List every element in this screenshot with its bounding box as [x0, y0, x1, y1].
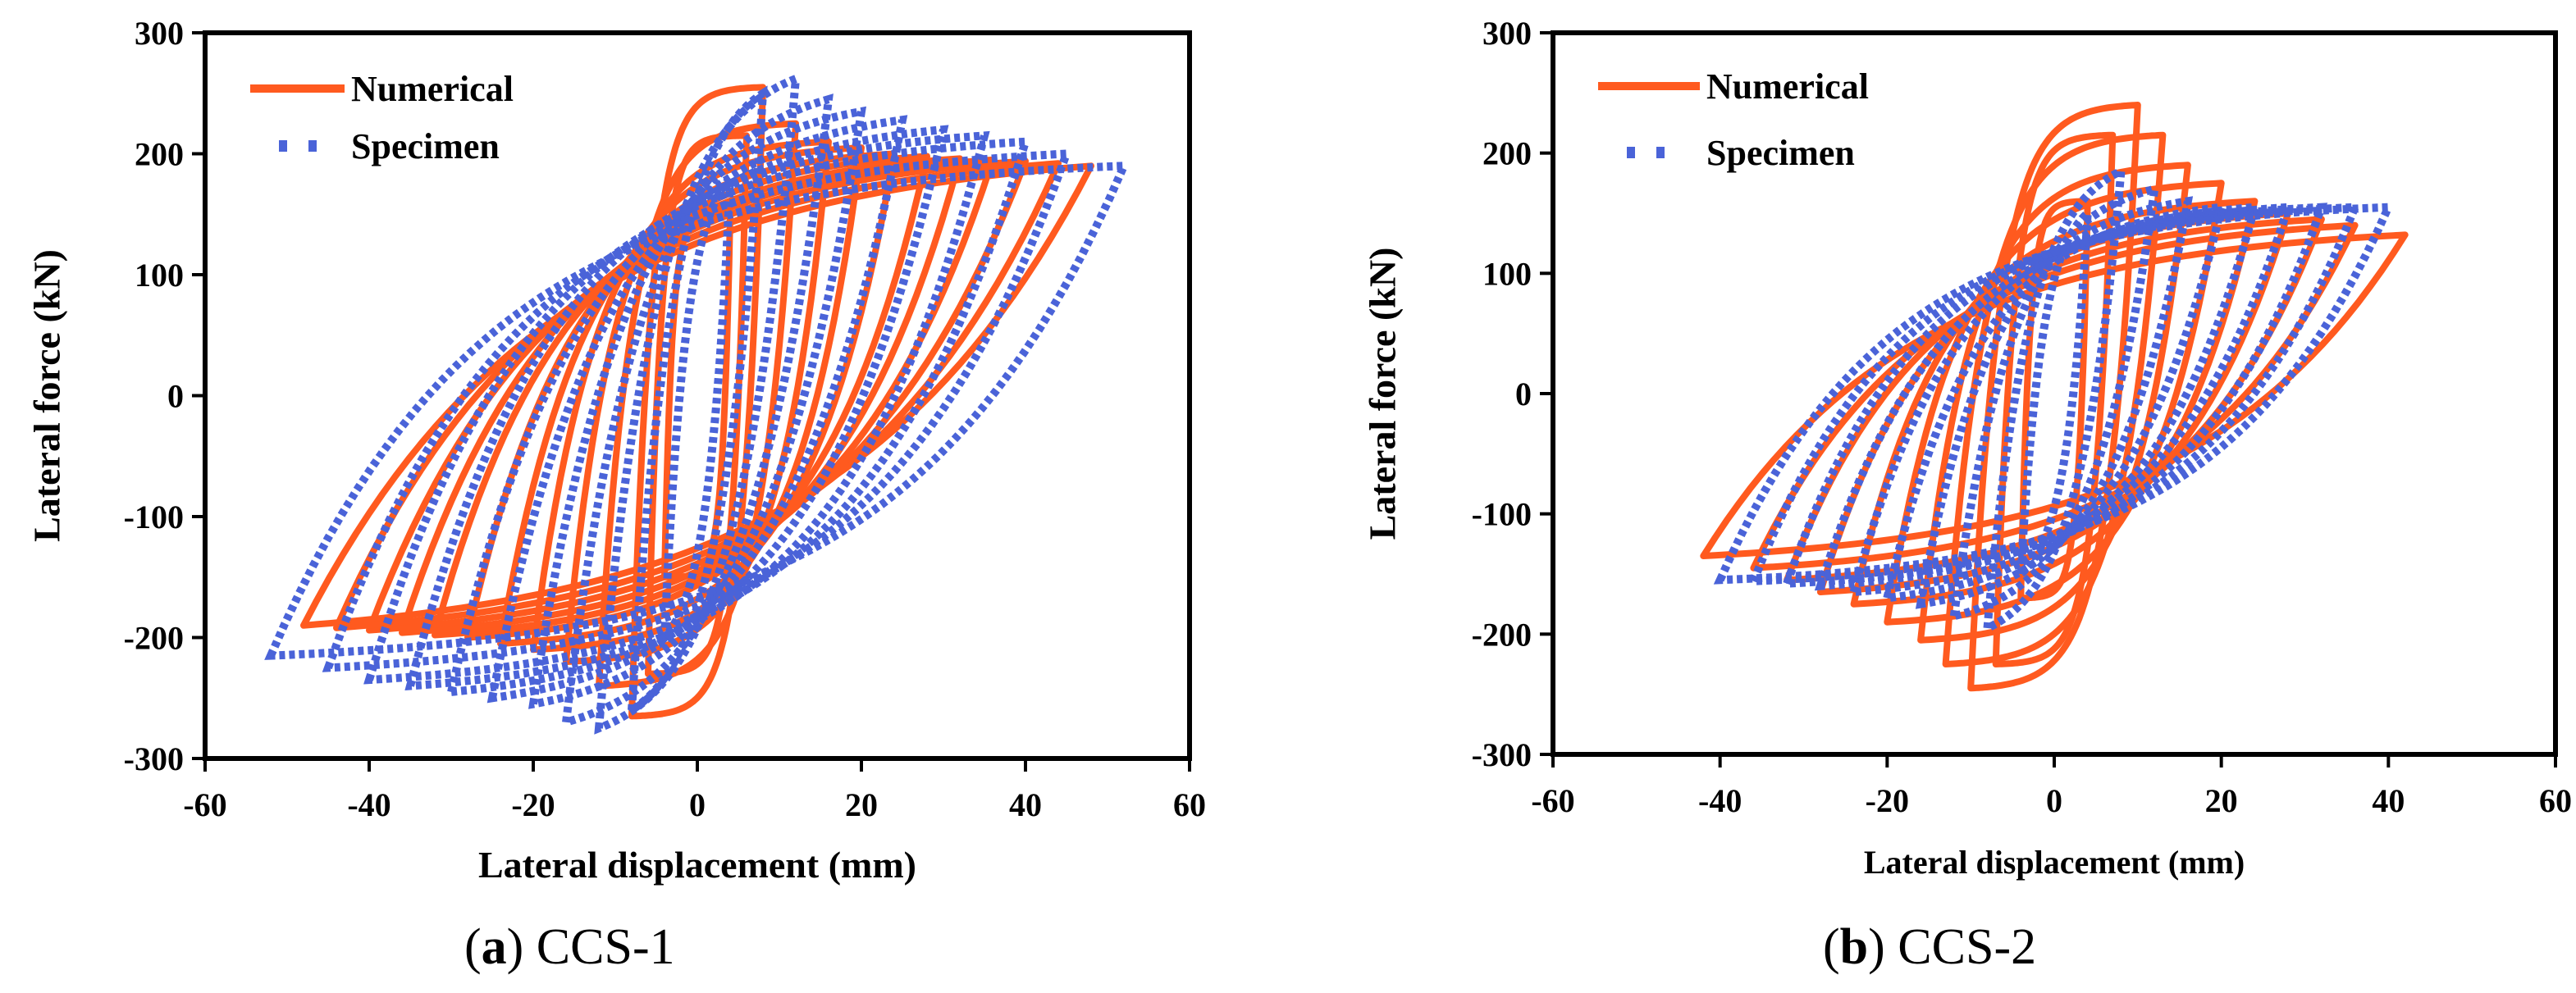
legend-marker-specimen — [1627, 147, 1635, 158]
y-tick-label: -200 — [124, 620, 184, 657]
specimen-loop-11 — [264, 161, 1130, 660]
y-tick-label: 100 — [1482, 255, 1532, 292]
x-tick-label: -40 — [347, 786, 391, 823]
x-tick-label: -40 — [1698, 782, 1742, 819]
x-tick-label: 60 — [2539, 782, 2572, 819]
plot-area — [264, 72, 1130, 735]
legend-label-numerical: Numerical — [351, 69, 514, 109]
specimen-loop-1 — [2016, 203, 2093, 585]
x-axis-title: Lateral displacement (mm) — [478, 844, 916, 886]
hysteresis-chart-ccs-1: -60 -40 -20 0 20 40 60-300-200-1000100200300La… — [26, 15, 1206, 975]
specimen-loop-6 — [1848, 203, 2261, 597]
hysteresis-chart-ccs-2: -60 -40 -20 0 20 40 60-300-200-1000100200300La… — [1362, 15, 2572, 975]
legend-label-specimen: Specimen — [1706, 133, 1855, 173]
y-tick-label: 200 — [1482, 135, 1532, 172]
legend: Numerical Specimen — [1598, 66, 1869, 173]
series-numerical — [1700, 102, 2409, 692]
x-tick-label: 0 — [2046, 782, 2062, 819]
y-tick-label: 300 — [135, 15, 184, 52]
y-tick-label: -300 — [1472, 736, 1532, 773]
legend-marker-specimen — [1656, 147, 1665, 158]
numerical-loop-11 — [1700, 231, 2409, 559]
specimen-loop-3 — [1948, 184, 2160, 622]
specimen-loop-10 — [1713, 203, 2396, 585]
y-tick-label: -100 — [124, 499, 184, 535]
y-tick-label: -100 — [1472, 496, 1532, 533]
specimen-loop-4 — [1915, 196, 2194, 609]
x-tick-label: -20 — [1866, 782, 1909, 819]
panel-caption: (a) CCS-1 — [464, 919, 675, 975]
numerical-loop-3 — [628, 84, 766, 720]
y-tick-label: 300 — [1482, 15, 1532, 52]
x-axis-title: Lateral displacement (mm) — [1864, 844, 2245, 881]
specimen-loop-4 — [561, 93, 834, 728]
x-tick-label: -60 — [1531, 782, 1574, 819]
y-tick-label: 0 — [1515, 376, 1532, 412]
y-axis-title: Lateral force (kN) — [26, 249, 68, 542]
numerical-loop-3 — [1967, 102, 2141, 692]
x-tick-label: 40 — [1009, 786, 1042, 823]
y-axis-title: Lateral force (kN) — [1362, 248, 1404, 540]
x-tick-label: 40 — [2372, 782, 2405, 819]
y-tick-label: -200 — [1472, 616, 1532, 653]
x-tick-label: -60 — [183, 786, 226, 823]
specimen-loop-7 — [445, 125, 949, 697]
y-tick-label: -300 — [124, 740, 184, 777]
legend-label-numerical: Numerical — [1706, 66, 1869, 107]
y-tick-label: 100 — [135, 257, 184, 294]
specimen-loop-1 — [660, 166, 735, 649]
x-tick-label: 20 — [845, 786, 878, 823]
numerical-loop-5 — [1917, 162, 2191, 644]
numerical-loop-4 — [1942, 131, 2167, 667]
specimen-loop-2 — [627, 85, 768, 718]
x-tick-label: 60 — [1173, 786, 1206, 823]
legend-label-specimen: Specimen — [351, 126, 500, 166]
legend: Numerical Specimen — [250, 69, 514, 166]
specimen-loop-9 — [363, 137, 1031, 685]
series-specimen — [1713, 164, 2396, 635]
x-tick-label: 20 — [2205, 782, 2238, 819]
specimen-loop-5 — [1881, 202, 2227, 604]
series-specimen — [264, 72, 1130, 735]
legend-marker-specimen — [279, 140, 287, 152]
legend-marker-specimen — [308, 140, 317, 152]
panel-caption: (b) CCS-2 — [1823, 919, 2036, 975]
specimen-loop-8 — [404, 130, 990, 691]
x-tick-label: 0 — [689, 786, 706, 823]
specimen-loop-10 — [322, 149, 1073, 672]
specimen-loop-5 — [528, 106, 867, 709]
y-tick-label: 200 — [135, 136, 184, 173]
y-tick-label: 0 — [167, 378, 184, 415]
specimen-loop-6 — [486, 115, 908, 704]
x-tick-label: -20 — [511, 786, 555, 823]
specimen-loop-2 — [1982, 164, 2126, 635]
plot-area — [1700, 102, 2409, 692]
